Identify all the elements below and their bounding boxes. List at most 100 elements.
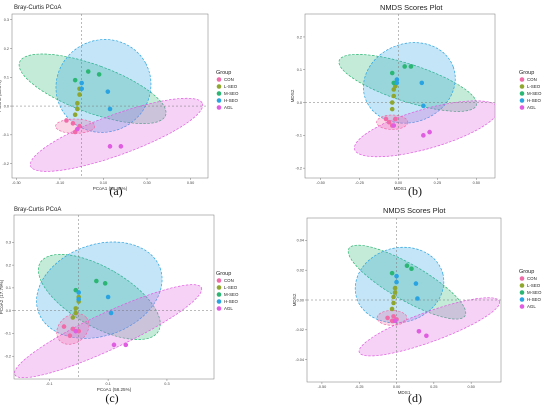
panel-caption-a: (a) xyxy=(109,184,122,198)
y-tick-label: 0.04 xyxy=(297,239,304,243)
point-h-seo xyxy=(415,296,420,301)
ellipse-agl xyxy=(29,97,204,172)
x-axis-label: MDS1 xyxy=(398,390,411,395)
point-agl xyxy=(118,144,124,149)
x-tick-label: -0.25 xyxy=(355,181,364,185)
legend-item-agl: AGL xyxy=(527,304,536,309)
point-h-seo xyxy=(108,310,114,316)
y-axis-label: MDS2 xyxy=(290,89,295,102)
point-l-seo xyxy=(77,92,82,97)
y-tick-label: 0.0 xyxy=(4,104,9,108)
legend-title: Group xyxy=(519,269,534,275)
ellipse-agl xyxy=(354,100,495,158)
y-tick-label: 0.1 xyxy=(4,76,9,80)
panel-caption-c: (c) xyxy=(105,391,118,405)
legend-item-l-seo: L-SEO xyxy=(224,285,238,290)
point-l-seo xyxy=(392,290,398,295)
legend-marker-h-seo xyxy=(519,98,525,103)
legend-marker-l-seo xyxy=(216,84,222,89)
legend-marker-con xyxy=(216,278,222,283)
legend-item-h-seo: H-SEO xyxy=(527,98,541,103)
point-con xyxy=(67,333,73,339)
legend-marker-agl xyxy=(519,304,525,309)
y-tick-label: 0.1 xyxy=(6,286,11,290)
legend-marker-agl xyxy=(216,306,222,311)
point-h-seo xyxy=(79,80,84,86)
legend-title: Group xyxy=(216,271,231,277)
y-tick-label: 0.0 xyxy=(6,309,11,313)
legend-item-l-seo: L-SEO xyxy=(527,84,541,89)
legend-marker-con xyxy=(519,276,525,281)
legend-item-l-seo: L-SEO xyxy=(527,283,541,288)
point-h-seo xyxy=(105,294,111,300)
legend-item-con: CON xyxy=(224,77,234,82)
legend-marker-h-seo xyxy=(216,299,222,304)
legend-item-agl: AGL xyxy=(527,105,536,110)
y-tick-label: 0.1 xyxy=(297,68,302,72)
legend-item-agl: AGL xyxy=(224,306,233,311)
legend-item-m-seo: M-SEO xyxy=(527,290,542,295)
plot-content-c xyxy=(14,215,214,379)
legend-marker-m-seo xyxy=(519,91,525,96)
point-m-seo xyxy=(389,270,395,276)
x-axis-label: PCoA1 (58.25%) xyxy=(97,387,132,392)
chart-title-b: NMDS Scores Plot xyxy=(380,3,443,12)
point-m-seo xyxy=(389,70,395,76)
legend-item-h-seo: H-SEO xyxy=(224,299,238,304)
y-tick-label: 0.3 xyxy=(4,18,9,22)
legend-item-h-seo: H-SEO xyxy=(224,98,238,103)
panel-d: NMDS Scores Plot -0.50 -0.25 0.00 0.25 0.50 -0… xyxy=(292,206,542,405)
panel-c: Bray-Curtis PCoA -0.1 0.1 0.3 -0.2 -0.1 0.0 0.1… xyxy=(0,207,239,405)
point-h-seo xyxy=(419,80,425,86)
point-agl xyxy=(73,328,79,334)
legend-marker-m-seo xyxy=(216,292,222,297)
x-tick-label: 0.00 xyxy=(393,385,400,389)
legend-marker-l-seo xyxy=(216,285,222,290)
legend-marker-agl xyxy=(216,105,222,110)
legend-item-l-seo: L-SEO xyxy=(224,84,238,89)
point-agl xyxy=(75,126,80,132)
point-m-seo xyxy=(102,281,108,286)
point-con xyxy=(386,119,392,125)
point-l-seo xyxy=(75,106,80,112)
ellipse-agl xyxy=(14,284,203,379)
x-tick-label: 0.25 xyxy=(430,385,437,389)
y-tick-label: -0.1 xyxy=(2,133,9,137)
plot-area-b xyxy=(304,13,496,179)
plot-area-a xyxy=(11,13,209,179)
ellipse-h-seo xyxy=(55,39,152,133)
plot-content-b xyxy=(305,14,495,178)
point-agl xyxy=(107,144,113,149)
point-m-seo xyxy=(85,69,91,74)
point-h-seo xyxy=(394,77,400,82)
legend-marker-con xyxy=(519,77,525,82)
ellipse-m-seo xyxy=(338,54,478,112)
legend-marker-h-seo xyxy=(216,98,222,103)
x-tick-label: 0.25 xyxy=(434,181,441,185)
legend-marker-con xyxy=(216,77,222,82)
y-tick-label: -0.2 xyxy=(2,162,9,166)
point-h-seo xyxy=(394,273,399,279)
point-con xyxy=(64,118,69,123)
legend-item-m-seo: M-SEO xyxy=(527,91,542,96)
x-tick-label: 0.50 xyxy=(473,181,480,185)
point-m-seo xyxy=(402,64,407,69)
point-l-seo xyxy=(389,106,395,112)
legend-marker-h-seo xyxy=(519,297,525,302)
point-l-seo xyxy=(72,112,78,118)
x-tick-label: -0.10 xyxy=(56,181,65,185)
point-con xyxy=(385,315,390,321)
point-m-seo xyxy=(96,72,102,77)
point-agl xyxy=(424,333,429,339)
panel-b: NMDS Scores Plot -0.50 -0.25 0.00 0.25 0.50 -0… xyxy=(290,3,542,198)
point-con xyxy=(391,314,396,319)
y-axis-label: PCoA2 (36.5%) xyxy=(0,80,2,112)
ellipse-h-seo xyxy=(354,246,445,324)
y-tick-label: 0.3 xyxy=(6,241,11,245)
point-l-seo xyxy=(70,315,76,320)
